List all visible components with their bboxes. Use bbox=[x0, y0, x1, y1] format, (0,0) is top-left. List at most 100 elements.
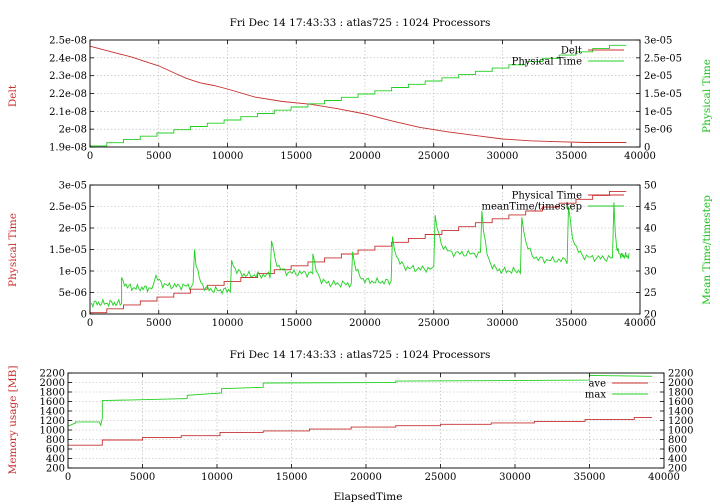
y-tick-label: 1.9e-08 bbox=[49, 143, 87, 154]
y2-tick-label: 3e-05 bbox=[644, 36, 672, 47]
x-tick-label: 10000 bbox=[212, 151, 244, 162]
y-tick-label: 1e-05 bbox=[59, 267, 87, 278]
legend-label: ave bbox=[588, 379, 606, 390]
legend-label: Physical Time bbox=[512, 191, 582, 202]
y2-tick-label: 20 bbox=[644, 310, 657, 321]
y2-tick-label: 1400 bbox=[668, 407, 693, 418]
series-line-max bbox=[67, 374, 653, 427]
y2-tick-label: 200 bbox=[668, 464, 687, 475]
x-tick-label: 40000 bbox=[648, 472, 680, 483]
y2-tick-label: 1800 bbox=[668, 388, 693, 399]
y2-tick-label: 30 bbox=[644, 267, 657, 278]
y2-axis-label: Mean Time/timestep bbox=[701, 195, 713, 305]
x-tick-label: 5000 bbox=[130, 472, 155, 483]
x-tick-label: 40000 bbox=[624, 318, 656, 329]
x-tick-label: 20000 bbox=[349, 151, 381, 162]
y2-tick-label: 5e-06 bbox=[644, 125, 672, 136]
y2-axis-label: Physical Time bbox=[701, 59, 713, 133]
y2-tick-label: 2.5e-05 bbox=[644, 53, 682, 64]
y-axis-label: Physical Time bbox=[7, 213, 19, 287]
x-tick-label: 15000 bbox=[280, 318, 312, 329]
y-tick-label: 2.5e-05 bbox=[49, 202, 87, 213]
x-tick-label: 10000 bbox=[201, 472, 233, 483]
x-tick-label: 15000 bbox=[276, 472, 308, 483]
x-tick-label: 30000 bbox=[487, 151, 519, 162]
x-tick-label: 10000 bbox=[212, 318, 244, 329]
y-axis-label: Memory usage [MB] bbox=[7, 366, 19, 475]
x-tick-label: 35000 bbox=[555, 151, 587, 162]
chart-title: Fri Dec 14 17:43:33 : atlas725 : 1024 Pr… bbox=[230, 349, 491, 361]
x-tick-label: 35000 bbox=[555, 318, 587, 329]
x-tick-label: 5000 bbox=[146, 151, 171, 162]
x-tick-label: 35000 bbox=[574, 472, 606, 483]
y-tick-label: 5e-06 bbox=[59, 288, 87, 299]
y-tick-label: 2.4e-08 bbox=[49, 53, 87, 64]
y-tick-label: 1.5e-05 bbox=[49, 245, 87, 256]
x-tick-label: 20000 bbox=[350, 472, 382, 483]
y2-tick-label: 1e-05 bbox=[644, 107, 672, 118]
x-tick-label: 25000 bbox=[418, 318, 450, 329]
y-axis-label: Delt bbox=[7, 84, 19, 107]
x-tick-label: 15000 bbox=[280, 151, 312, 162]
chart-title: Fri Dec 14 17:43:33 : atlas725 : 1024 Pr… bbox=[230, 17, 491, 29]
y-tick-label: 2.5e-08 bbox=[49, 36, 87, 47]
y2-tick-label: 400 bbox=[668, 454, 687, 465]
legend-label: Delt bbox=[561, 46, 582, 57]
y2-tick-label: 45 bbox=[644, 202, 657, 213]
y-tick-label: 400 bbox=[46, 454, 65, 465]
plot-frame bbox=[67, 372, 665, 469]
y-tick-label: 2000 bbox=[40, 378, 65, 389]
y-tick-label: 800 bbox=[46, 435, 65, 446]
x-tick-label: 30000 bbox=[499, 472, 531, 483]
series-line-ave bbox=[68, 417, 653, 446]
y-tick-label: 1800 bbox=[40, 388, 65, 399]
y2-tick-label: 40 bbox=[644, 224, 657, 235]
plot-frame bbox=[89, 39, 641, 148]
y-tick-label: 2e-05 bbox=[59, 224, 87, 235]
series-line-delt bbox=[89, 45, 627, 143]
y2-tick-label: 2200 bbox=[668, 369, 693, 380]
x-tick-label: 5000 bbox=[146, 318, 171, 329]
y-tick-label: 600 bbox=[46, 445, 65, 456]
legend-label: meanTime/timestep bbox=[481, 202, 582, 213]
y2-tick-label: 1600 bbox=[668, 397, 693, 408]
panel-memory: Fri Dec 14 17:43:33 : atlas725 : 1024 Pr… bbox=[7, 349, 693, 503]
x-tick-label: 40000 bbox=[624, 151, 656, 162]
y2-tick-label: 2000 bbox=[668, 378, 693, 389]
panel-physical-time: Physical Time Mean Time/timestep Physica… bbox=[7, 181, 713, 330]
x-tick-label: 25000 bbox=[425, 472, 457, 483]
x-tick-label: 0 bbox=[87, 318, 93, 329]
y2-tick-label: 1000 bbox=[668, 426, 693, 437]
y-tick-label: 1400 bbox=[40, 407, 65, 418]
y2-tick-label: 800 bbox=[668, 435, 687, 446]
series-line-meantime-timestep bbox=[90, 202, 630, 309]
x-axis-label: ElapsedTime bbox=[334, 491, 403, 503]
y-tick-label: 2200 bbox=[40, 369, 65, 380]
y-tick-label: 1200 bbox=[40, 416, 65, 427]
x-tick-label: 0 bbox=[87, 151, 93, 162]
y-tick-label: 1600 bbox=[40, 397, 65, 408]
y2-tick-label: 2e-05 bbox=[644, 71, 672, 82]
y-tick-label: 200 bbox=[46, 464, 65, 475]
y-tick-label: 2.2e-08 bbox=[49, 89, 87, 100]
y2-tick-label: 1.5e-05 bbox=[644, 89, 682, 100]
y2-tick-label: 35 bbox=[644, 245, 657, 256]
y2-tick-label: 25 bbox=[644, 288, 657, 299]
x-tick-label: 0 bbox=[65, 472, 71, 483]
y-tick-label: 2.1e-08 bbox=[49, 107, 87, 118]
x-tick-label: 20000 bbox=[349, 318, 381, 329]
y2-tick-label: 0 bbox=[644, 143, 650, 154]
x-tick-label: 25000 bbox=[418, 151, 450, 162]
y-tick-label: 0 bbox=[81, 310, 87, 321]
x-tick-label: 30000 bbox=[487, 318, 519, 329]
y2-tick-label: 600 bbox=[668, 445, 687, 456]
y-tick-label: 2e-08 bbox=[59, 125, 87, 136]
series-line-physical-time bbox=[90, 44, 627, 147]
y-tick-label: 1000 bbox=[40, 426, 65, 437]
y-tick-label: 3e-05 bbox=[59, 181, 87, 192]
y2-tick-label: 50 bbox=[644, 181, 657, 192]
legend-label: max bbox=[585, 390, 606, 401]
legend-label: Physical Time bbox=[512, 57, 582, 68]
plot-frame bbox=[89, 184, 641, 315]
